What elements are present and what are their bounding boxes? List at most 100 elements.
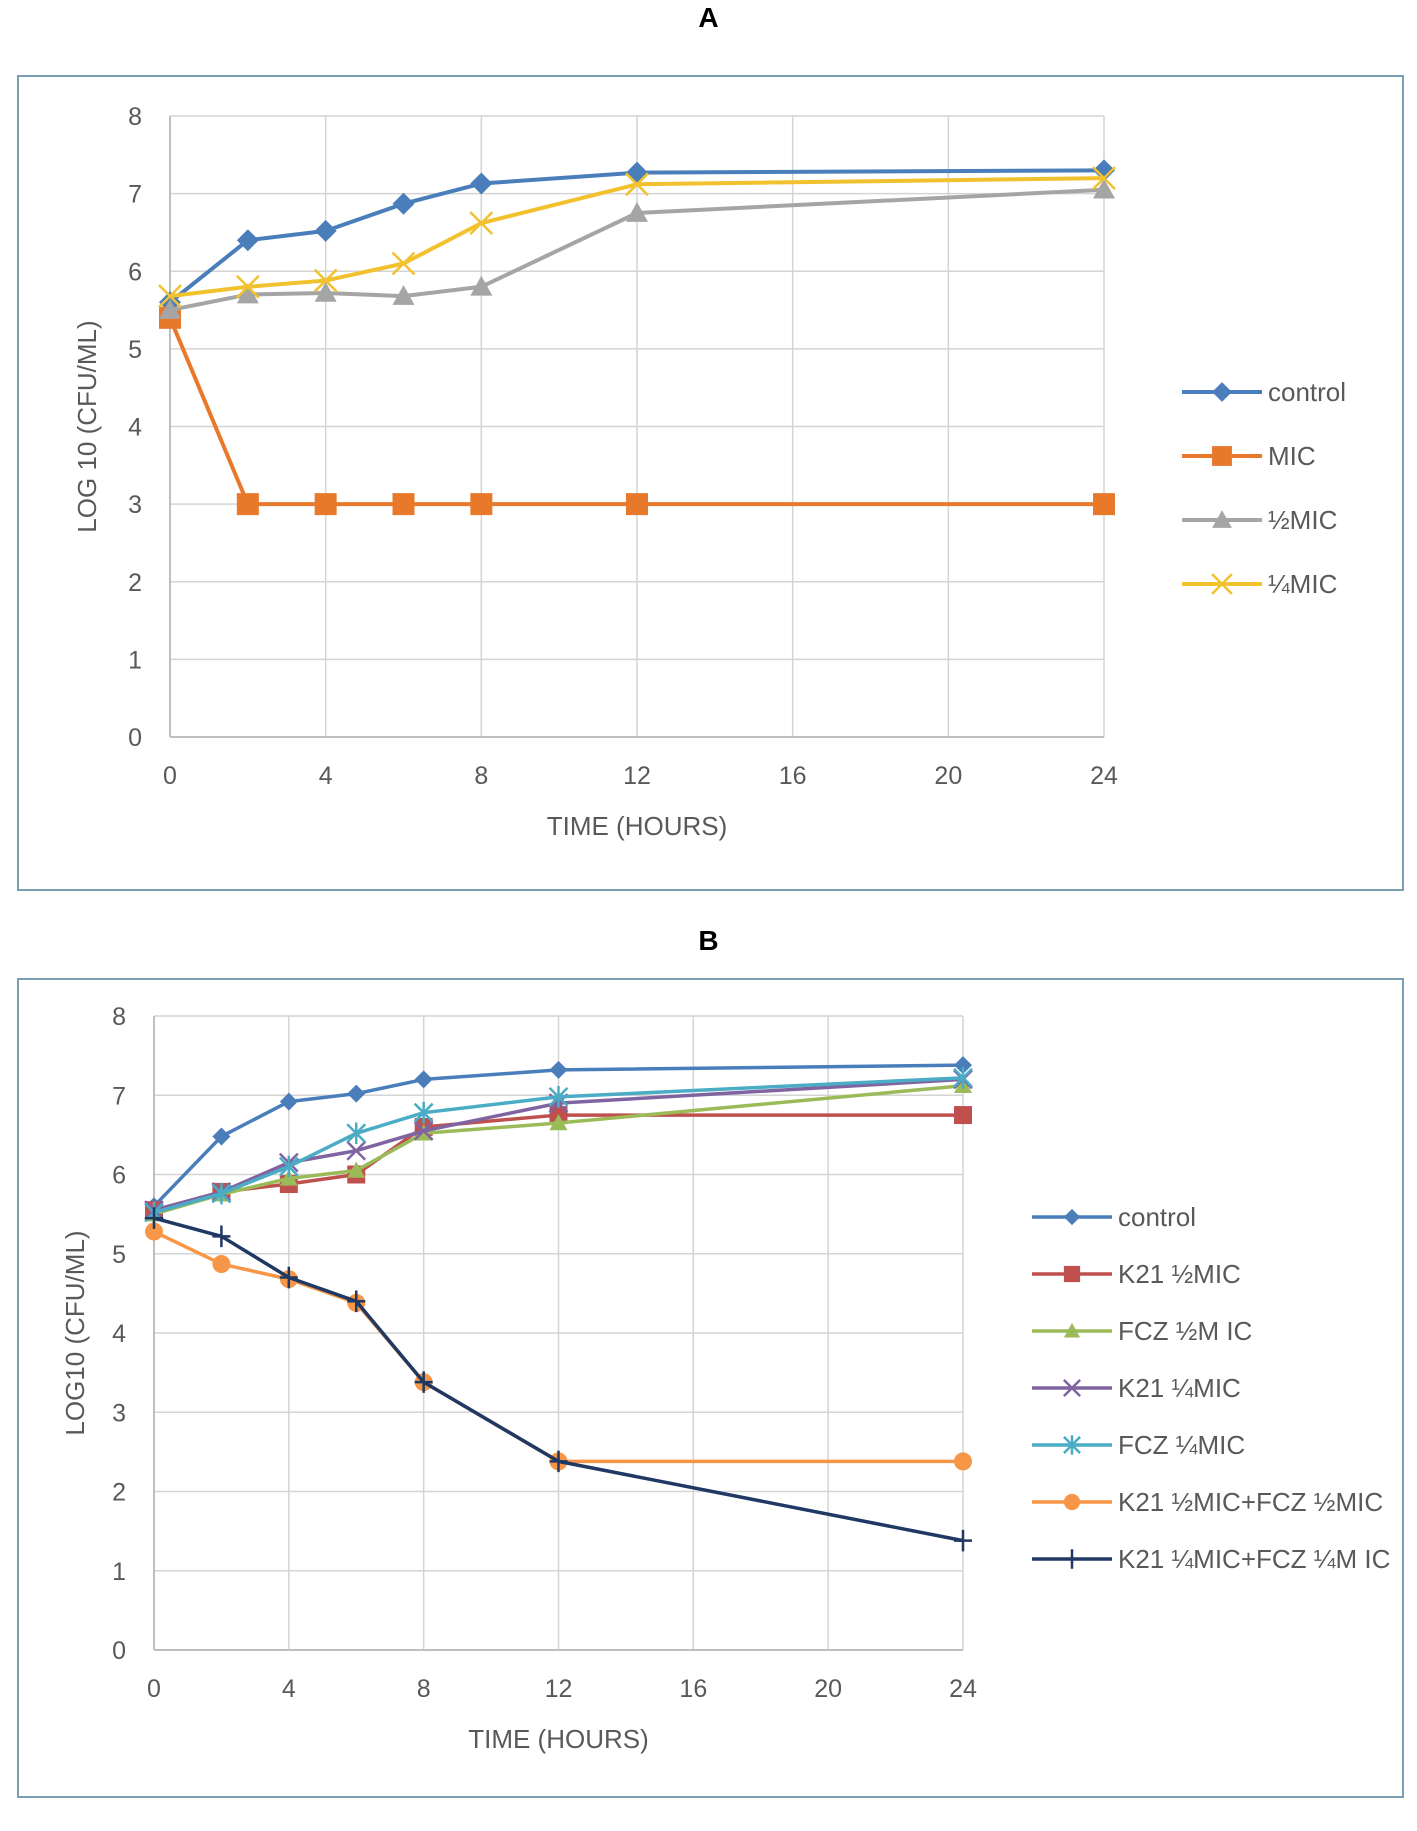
- chart-b-series-0: [145, 1056, 972, 1216]
- chart-b-legend-marker: [1063, 1265, 1081, 1283]
- chart-a-legend-label: MIC: [1268, 441, 1316, 471]
- chart-a-data-point: [236, 283, 259, 304]
- chart-b-data-point: [346, 1122, 367, 1145]
- chart-a-data-point: [236, 229, 259, 252]
- chart-b-series-6: [145, 1207, 972, 1552]
- chart-a-x-tick-label: 8: [474, 762, 488, 790]
- chart-a-legend-label: ½MIC: [1268, 505, 1337, 535]
- chart-a-data-point: [391, 251, 416, 276]
- chart-b-legend-marker: [1063, 1493, 1081, 1511]
- chart-b-data-point: [279, 1266, 298, 1289]
- chart-a-data-point: [470, 172, 493, 195]
- chart-b-legend-item: K21 ½MIC+FCZ ½MIC: [1032, 1487, 1383, 1517]
- chart-a-data-point: [1092, 166, 1116, 190]
- chart-a-y-tick-label: 5: [128, 336, 142, 364]
- chart-a-data-point: [470, 493, 493, 516]
- chart-a-data-point: [469, 211, 494, 236]
- chart-b-data-point: [145, 1207, 163, 1229]
- chart-b-data-point: [278, 1155, 299, 1178]
- chart-b-data-point: [145, 1222, 163, 1241]
- chart-b-data-point: [212, 1225, 231, 1248]
- chart-a-x-axis-title: TIME (HOURS): [547, 811, 728, 841]
- chart-b-data-point: [954, 1056, 972, 1075]
- chart-b-y-tick-label: 5: [112, 1241, 126, 1269]
- chart-a-x-tick-label: 4: [319, 762, 333, 790]
- chart-a-frame: 0 1 2 3 4 5 6 7 8 0 4 8 12 16 20 24 TIME (HOURS) LOG 10 (…: [17, 75, 1404, 891]
- chart-a-data-point: [470, 275, 493, 296]
- chart-a-y-axis-title: LOG 10 (CFU/ML): [72, 320, 102, 532]
- chart-a-x-tick-label: 16: [779, 762, 807, 790]
- chart-b-y-tick-label: 6: [112, 1162, 126, 1190]
- chart-b-legend-marker: [1063, 1549, 1081, 1569]
- chart-a-legend-item: ½MIC: [1182, 505, 1337, 535]
- chart-a-data-point: [314, 219, 337, 242]
- chart-b-legend-label: K21 ¼MIC+FCZ ¼M IC: [1118, 1544, 1390, 1574]
- chart-a-legend-marker: [1211, 573, 1233, 595]
- chart-b-data-point: [347, 1290, 366, 1313]
- chart-a-x-tick-label: 12: [623, 762, 651, 790]
- chart-b-y-tick-label: 2: [112, 1479, 126, 1507]
- panel-b-label: B: [698, 925, 719, 956]
- chart-a-legend-marker: [1212, 510, 1232, 528]
- chart-b-legend-item: K21 ¼MIC+FCZ ¼M IC: [1032, 1544, 1390, 1574]
- chart-b-data-point: [347, 1161, 366, 1178]
- chart-a-legend-item: ¼MIC: [1182, 569, 1337, 599]
- chart-a-y-tick-label: 6: [128, 258, 142, 286]
- chart-b-legend-marker: [1063, 1322, 1081, 1338]
- chart-a-data-point: [1093, 159, 1115, 182]
- chart-a-legend-marker: [1212, 382, 1232, 402]
- chart-b-data-point: [954, 1452, 972, 1471]
- chart-b-legend: control K21 ½MIC FCZ ½M IC K21 ¼MIC FCZ ¼MIC…: [1032, 1202, 1390, 1574]
- chart-b-y-tick-label: 8: [112, 1003, 126, 1031]
- chart-a-data-point: [313, 268, 338, 293]
- chart-a-data-point: [392, 493, 415, 516]
- chart-a-data-point: [314, 493, 337, 516]
- chart-a-y-tick-label: 7: [128, 181, 142, 209]
- chart-a-legend-item: control: [1182, 377, 1346, 407]
- chart-b-legend-label: FCZ ¼MIC: [1118, 1430, 1245, 1460]
- chart-a-data-point: [314, 281, 337, 302]
- chart-a-data-point: [625, 172, 649, 197]
- chart-a-data-point: [626, 202, 648, 222]
- chart-b-frame: 0 1 2 3 4 5 6 7 8 0 4 8 12 16 20 24 TIME (HOURS) LOG10 (C…: [17, 978, 1404, 1798]
- chart-a-data-point: [1093, 178, 1115, 199]
- chart-a-data-point: [392, 192, 415, 215]
- chart-b-x-tick-label: 8: [417, 1675, 431, 1703]
- chart-b-y-tick-label: 0: [112, 1637, 126, 1665]
- chart-a-data-point: [236, 493, 259, 516]
- chart-b-x-tick-label: 24: [949, 1675, 977, 1703]
- chart-b-y-tick-label: 4: [112, 1320, 126, 1348]
- chart-b-series-4: [144, 1067, 973, 1224]
- chart-b-legend-item: FCZ ¼MIC: [1032, 1430, 1245, 1460]
- chart-b-legend-marker: [1063, 1379, 1081, 1397]
- chart-a-series-3: [158, 166, 1116, 308]
- chart-b-data-point: [212, 1127, 231, 1146]
- chart-b-data-point: [548, 1086, 569, 1108]
- chart-a-y-tick-label: 8: [128, 103, 142, 131]
- chart-a-data-point: [392, 285, 415, 305]
- chart-a-series-2: [159, 178, 1115, 319]
- chart-b-x-tick-label: 0: [147, 1675, 161, 1703]
- panel-a-label: A: [698, 2, 719, 33]
- chart-b-data-point: [347, 1084, 366, 1103]
- chart-a-x-tick-label: 24: [1090, 762, 1118, 790]
- chart-a-data-point: [1093, 493, 1115, 516]
- chart-a-data-point: [626, 493, 648, 516]
- chart-b-y-tick-label: 7: [112, 1082, 126, 1110]
- chart-b-legend-item: control: [1032, 1202, 1196, 1232]
- chart-a-data-point: [235, 274, 260, 299]
- chart-b-data-point: [549, 1450, 568, 1473]
- chart-a-x-tick-label: 0: [163, 762, 177, 790]
- chart-b-x-tick-label: 20: [814, 1675, 842, 1703]
- chart-a-legend-label: control: [1268, 377, 1346, 407]
- chart-a-data-point: [159, 299, 181, 319]
- chart-a-y-tick-label: 1: [128, 646, 142, 674]
- chart-a-legend-marker: [1212, 446, 1232, 466]
- chart-b-data-point: [211, 1182, 232, 1205]
- chart-a-legend: control MIC ½MIC ¼MIC: [1182, 377, 1346, 599]
- chart-b-data-point: [413, 1101, 434, 1124]
- chart-b-data-point: [954, 1106, 972, 1125]
- chart-b-data-point: [414, 1371, 433, 1393]
- chart-a-data-point: [158, 284, 182, 308]
